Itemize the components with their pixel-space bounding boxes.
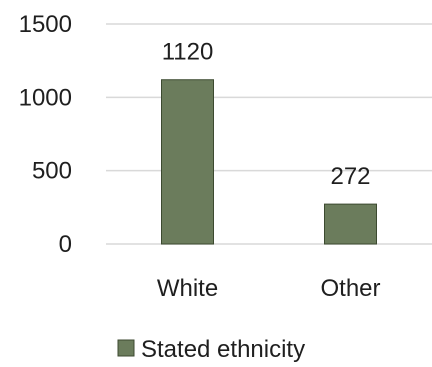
x-tick-label-white: White — [157, 275, 218, 302]
legend-swatch — [117, 339, 135, 357]
y-tick-label: 1000 — [19, 84, 72, 111]
x-axis-ticks: White Other — [157, 275, 381, 302]
data-label-other: 272 — [330, 163, 370, 190]
data-labels: 1120 272 — [162, 39, 371, 190]
y-tick-label: 1500 — [19, 11, 72, 38]
bars — [161, 79, 377, 245]
x-tick-label-other: Other — [320, 275, 380, 302]
bar-white — [161, 79, 214, 245]
bar-other — [324, 203, 377, 245]
gridlines — [106, 23, 432, 245]
y-axis-ticks: 0 500 1000 1500 — [19, 11, 72, 258]
y-tick-label: 500 — [32, 158, 72, 185]
y-tick-label: 0 — [59, 231, 72, 258]
data-label-white: 1120 — [162, 39, 214, 66]
legend: Stated ethnicity — [117, 336, 305, 363]
legend-label: Stated ethnicity — [141, 336, 305, 362]
